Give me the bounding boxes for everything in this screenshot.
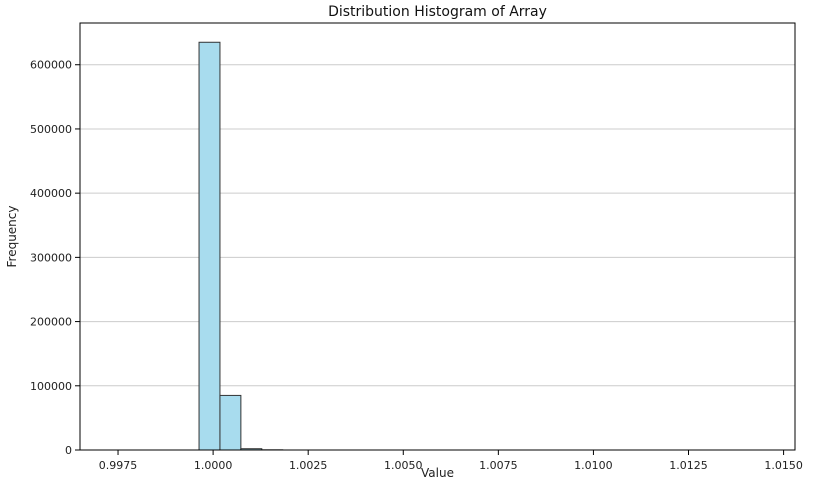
x-tick-label: 1.0000: [194, 459, 233, 472]
y-tick-label: 400000: [30, 187, 72, 200]
x-tick-label: 1.0050: [384, 459, 423, 472]
axes: [79, 22, 796, 451]
histogram-bar: [219, 394, 242, 451]
y-tick-label: 300000: [30, 251, 72, 264]
y-tick-label: 500000: [30, 123, 72, 136]
x-tick-label: 1.0025: [289, 459, 328, 472]
x-tick-label: 0.9975: [99, 459, 138, 472]
y-tick-label: 600000: [30, 59, 72, 72]
histogram-bar: [198, 41, 221, 451]
chart-title: Distribution Histogram of Array: [328, 4, 547, 20]
y-axis-title: Frequency: [5, 206, 19, 268]
x-tick-label: 1.0125: [669, 459, 708, 472]
y-tick-label: 100000: [30, 380, 72, 393]
x-tick-label: 1.0100: [574, 459, 613, 472]
x-axis-ticks: 0.9975 1.0000 1.0025 1.0050 1.0075 1.0100 1.01…: [99, 450, 803, 472]
histogram-bars: [198, 41, 284, 451]
y-tick-label: 200000: [30, 316, 72, 329]
x-axis-title: Value: [421, 466, 454, 479]
y-axis-ticks: 0 100000 200000 300000 400000 500000 600000: [30, 59, 80, 457]
y-tick-label: 0: [65, 444, 72, 457]
plot-frame: [79, 22, 796, 451]
grid-lines: [80, 64, 795, 387]
x-tick-label: 1.0150: [764, 459, 803, 472]
x-tick-label: 1.0075: [479, 459, 518, 472]
